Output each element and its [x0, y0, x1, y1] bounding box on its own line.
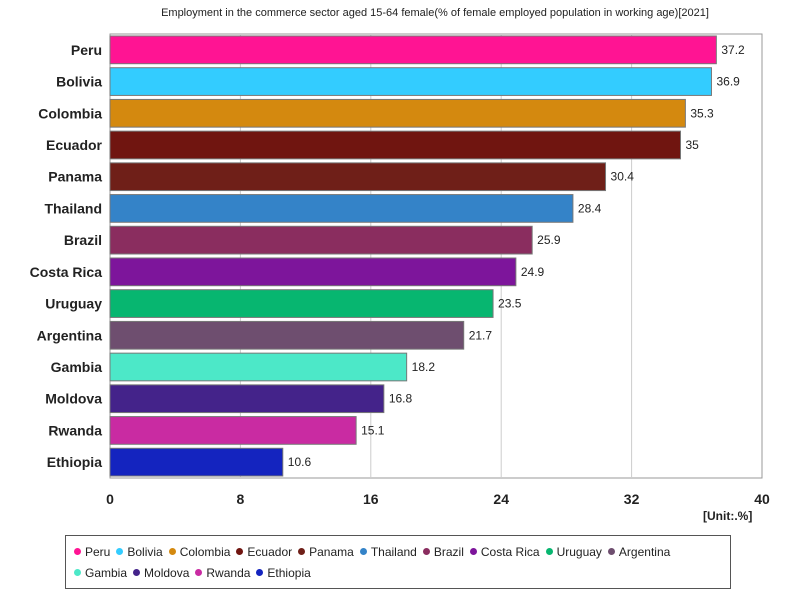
legend-label: Rwanda: [206, 566, 251, 580]
bar-gambia: [109, 352, 408, 382]
category-label: Peru: [71, 42, 102, 58]
legend-item: Rwanda: [195, 563, 250, 584]
legend-dot-icon: [298, 548, 306, 555]
value-label: 21.7: [469, 328, 493, 342]
value-label: 15.1: [361, 423, 385, 437]
legend-item: Bolivia: [116, 542, 163, 563]
legend-label: Thailand: [370, 545, 417, 559]
legend-item: Ecuador: [236, 542, 292, 563]
value-label: 25.9: [537, 233, 561, 247]
legend-item: Colombia: [168, 542, 231, 563]
legend-label: Panama: [309, 545, 354, 559]
legend-item: Brazil: [422, 542, 464, 563]
bar-moldova: [109, 384, 385, 414]
bar-peru: [109, 35, 717, 65]
legend-label: Ethiopia: [267, 566, 311, 580]
value-label: 10.6: [288, 455, 312, 469]
category-label: Bolivia: [56, 74, 102, 90]
x-tick-label: 24: [493, 491, 509, 507]
legend-item: Peru: [74, 542, 110, 563]
legend-label: Moldova: [144, 566, 190, 580]
category-label: Ethiopia: [47, 454, 102, 470]
category-label: Moldova: [45, 391, 102, 407]
legend-item: Moldova: [133, 563, 189, 584]
category-label: Costa Rica: [30, 264, 103, 280]
legend-dot-icon: [236, 548, 244, 555]
bar-rwanda: [109, 416, 357, 445]
legend-label: Gambia: [85, 566, 128, 580]
category-label: Brazil: [64, 232, 102, 248]
legend-label: Uruguay: [556, 545, 602, 559]
bar-ecuador: [109, 130, 681, 160]
unit-label: [Unit:.%]: [703, 509, 753, 523]
value-label: 36.9: [716, 75, 740, 89]
legend-dot-icon: [74, 569, 81, 576]
value-label: 30.4: [611, 170, 635, 184]
value-label: 23.5: [498, 297, 522, 311]
legend-item: Ethiopia: [256, 563, 311, 584]
bar-thailand: [109, 194, 574, 223]
legend-label: Brazil: [433, 545, 464, 559]
legend-dot-icon: [545, 548, 553, 555]
value-label: 35.3: [690, 106, 714, 120]
legend-dot-icon: [422, 548, 430, 555]
bar-uruguay: [109, 289, 494, 318]
legend-item: Gambia: [74, 563, 127, 584]
bar-brazil: [109, 225, 533, 255]
value-label: 18.2: [412, 360, 436, 374]
legend-item: Uruguay: [545, 542, 602, 563]
legend-dot-icon: [607, 548, 615, 555]
legend-item: Thailand: [359, 542, 417, 563]
legend-dot-icon: [359, 548, 367, 555]
category-label: Uruguay: [45, 296, 102, 312]
bar-argentina: [109, 320, 465, 350]
legend-dot-icon: [133, 569, 141, 576]
legend-item: Panama: [298, 542, 354, 563]
legend-dot-icon: [195, 569, 203, 576]
x-tick-label: 16: [363, 491, 379, 507]
legend-label: Colombia: [179, 545, 231, 559]
legend-item: Costa Rica: [469, 542, 540, 563]
legend-label: Peru: [85, 545, 111, 559]
legend-dot-icon: [469, 548, 477, 555]
category-label: Rwanda: [48, 422, 102, 438]
value-label: 35: [686, 138, 700, 152]
value-label: 37.2: [721, 43, 745, 57]
legend-label: Costa Rica: [480, 545, 540, 559]
bar-ethiopia: [109, 447, 284, 477]
category-label: Thailand: [44, 200, 102, 216]
bar-colombia: [109, 98, 686, 128]
legend-label: Ecuador: [247, 545, 293, 559]
legend-dot-icon: [168, 548, 176, 555]
legend: Peru Bolivia Colombia Ecuador Panama Thailand…: [65, 535, 731, 589]
category-label: Colombia: [38, 105, 102, 121]
legend-dot-icon: [256, 569, 264, 576]
category-label: Gambia: [51, 359, 103, 375]
bar-panama: [109, 162, 607, 192]
category-label: Ecuador: [46, 137, 103, 153]
bar-costa-rica: [109, 257, 517, 287]
bar-bolivia: [109, 67, 712, 96]
value-label: 28.4: [578, 201, 602, 215]
value-label: 24.9: [521, 265, 545, 279]
legend-dot-icon: [74, 548, 81, 555]
category-label: Panama: [48, 169, 102, 185]
x-tick-label: 8: [237, 491, 245, 507]
legend-item: Argentina: [607, 542, 671, 563]
legend-label: Argentina: [618, 545, 671, 559]
x-tick-label: 0: [106, 491, 114, 507]
category-label: Argentina: [37, 327, 103, 343]
legend-dot-icon: [116, 548, 124, 555]
legend-label: Bolivia: [127, 545, 163, 559]
chart-title: Employment in the commerce sector aged 1…: [161, 7, 709, 19]
value-label: 16.8: [389, 392, 413, 406]
x-tick-label: 40: [754, 491, 770, 507]
x-tick-label: 32: [624, 491, 640, 507]
